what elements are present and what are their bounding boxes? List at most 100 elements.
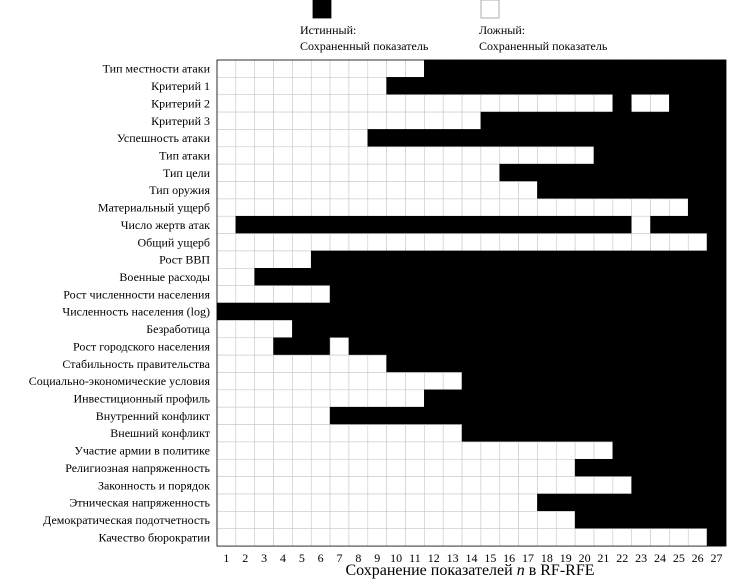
heatmap-cell	[518, 163, 538, 182]
legend-false-label-line2: Сохраненный показатель	[479, 39, 608, 53]
heatmap-cell	[518, 406, 538, 425]
heatmap-cell	[292, 198, 312, 217]
heatmap-cell	[405, 511, 425, 530]
heatmap-cell	[329, 337, 350, 356]
heatmap-cell	[687, 94, 708, 113]
heatmap-cell	[706, 372, 727, 391]
heatmap-cell	[424, 94, 444, 113]
heatmap-cell	[292, 511, 312, 530]
row-label: Участие армии в политике	[74, 444, 210, 458]
heatmap-cell	[574, 389, 595, 408]
row-label: Тип оружия	[149, 183, 210, 197]
heatmap-cell	[216, 77, 237, 96]
heatmap-cell	[612, 372, 632, 391]
heatmap-cell	[574, 441, 595, 460]
heatmap-cell	[329, 250, 350, 269]
heatmap-cell	[593, 337, 614, 356]
row-label: Внутренний конфликт	[96, 409, 211, 423]
heatmap-cell	[348, 337, 369, 356]
heatmap-cell	[216, 59, 237, 78]
heatmap-cell	[348, 528, 369, 547]
heatmap-cell	[612, 181, 632, 200]
row-label: Социально-экономические условия	[29, 374, 211, 388]
heatmap-cell	[216, 389, 237, 408]
heatmap-cell	[235, 372, 256, 391]
heatmap-cell	[480, 493, 501, 512]
heatmap-cell	[348, 458, 369, 477]
heatmap-cell	[235, 406, 256, 425]
heatmap-cell	[574, 215, 595, 234]
heatmap-cell	[537, 320, 557, 339]
heatmap-cell	[480, 250, 501, 269]
heatmap-cell	[650, 285, 670, 304]
heatmap-cell	[273, 181, 293, 200]
heatmap-cell	[292, 302, 312, 321]
heatmap-cell	[555, 389, 576, 408]
row-label: Стабильность правительства	[62, 357, 210, 371]
heatmap-cell	[480, 77, 501, 96]
heatmap-cell	[254, 198, 274, 217]
heatmap-cell	[273, 337, 293, 356]
heatmap-cell	[555, 111, 576, 130]
x-tick-label: 23	[635, 551, 647, 565]
heatmap-cell	[348, 77, 369, 96]
heatmap-cell	[310, 441, 331, 460]
heatmap-cell	[555, 354, 576, 373]
x-tick-label: 7	[337, 551, 343, 565]
heatmap-cell	[442, 233, 463, 252]
heatmap-cell	[273, 458, 293, 477]
heatmap-cell	[612, 424, 632, 443]
heatmap-cell	[348, 94, 369, 113]
heatmap-cell	[461, 250, 482, 269]
heatmap-cell	[499, 250, 519, 269]
row-label: Рост городского населения	[73, 339, 211, 353]
heatmap-cell	[254, 528, 274, 547]
heatmap-cell	[631, 476, 651, 495]
heatmap-cell	[235, 233, 256, 252]
heatmap-cell	[424, 285, 444, 304]
heatmap-cell	[612, 458, 632, 477]
heatmap-cell	[537, 511, 557, 530]
heatmap-cell	[650, 302, 670, 321]
heatmap-cell	[273, 146, 293, 165]
heatmap-cell	[235, 458, 256, 477]
heatmap-cell	[631, 111, 651, 130]
heatmap-cell	[631, 233, 651, 252]
heatmap-cell	[235, 511, 256, 530]
heatmap-cell	[367, 59, 387, 78]
heatmap-cell	[329, 111, 350, 130]
heatmap-cell	[442, 354, 463, 373]
heatmap-cell	[329, 233, 350, 252]
heatmap-cell	[706, 181, 727, 200]
heatmap-cell	[424, 77, 444, 96]
heatmap-cell	[480, 528, 501, 547]
heatmap-cell	[555, 493, 576, 512]
heatmap-cell	[593, 129, 614, 148]
heatmap-cell	[593, 146, 614, 165]
heatmap-cell	[537, 493, 557, 512]
heatmap-cell	[499, 354, 519, 373]
heatmap-cell	[405, 441, 425, 460]
heatmap-cell	[216, 146, 237, 165]
heatmap-cell	[235, 389, 256, 408]
heatmap-cell	[329, 458, 350, 477]
heatmap-cell	[348, 129, 369, 148]
heatmap-cell	[442, 441, 463, 460]
heatmap-cell	[574, 528, 595, 547]
heatmap-cell	[499, 59, 519, 78]
heatmap-cell	[650, 77, 670, 96]
heatmap-cell	[593, 389, 614, 408]
heatmap-cell	[348, 181, 369, 200]
heatmap-cell	[235, 215, 256, 234]
heatmap-cell	[386, 250, 406, 269]
heatmap-cell	[235, 250, 256, 269]
heatmap-cell	[555, 198, 576, 217]
heatmap-cell	[216, 493, 237, 512]
heatmap-cell	[310, 146, 331, 165]
heatmap-cell	[367, 285, 387, 304]
heatmap-cell	[216, 163, 237, 182]
heatmap-cell	[273, 111, 293, 130]
heatmap-cell	[442, 146, 463, 165]
heatmap-cell	[574, 77, 595, 96]
heatmap-cell	[499, 129, 519, 148]
